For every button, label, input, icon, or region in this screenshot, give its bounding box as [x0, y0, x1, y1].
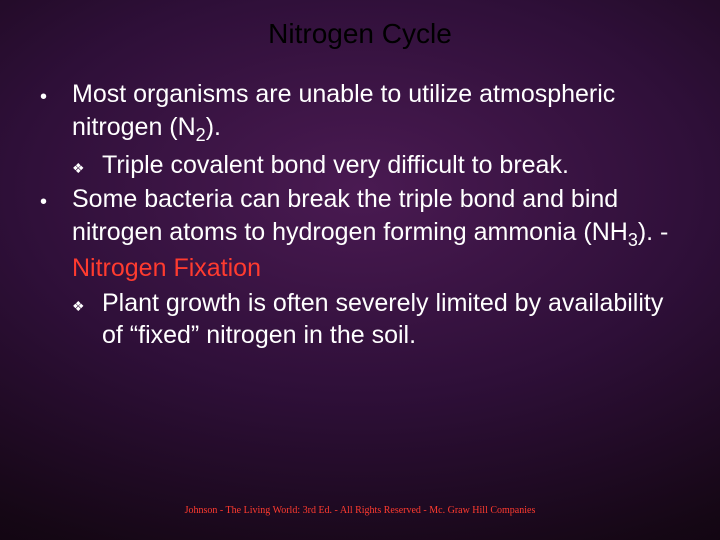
- slide-title: Nitrogen Cycle: [0, 0, 720, 50]
- bullet-diamond-icon: ❖: [72, 287, 102, 352]
- bullet-text: Most organisms are unable to utilize atm…: [72, 78, 690, 147]
- bullet-dot-icon: •: [30, 183, 72, 284]
- text-segment: ).: [206, 113, 221, 141]
- highlight-text: Nitrogen Fixation: [72, 254, 261, 282]
- bullet-text: Some bacteria can break the triple bond …: [72, 183, 690, 284]
- text-segment: Some bacteria can break the triple bond …: [72, 185, 628, 246]
- text-segment: ). -: [638, 218, 669, 246]
- bullet-level1: • Some bacteria can break the triple bon…: [30, 183, 690, 284]
- bullet-text: Triple covalent bond very difficult to b…: [102, 149, 690, 182]
- slide-content: • Most organisms are unable to utilize a…: [0, 50, 720, 352]
- bullet-level2: ❖ Plant growth is often severely limited…: [30, 287, 690, 352]
- bullet-level2: ❖ Triple covalent bond very difficult to…: [30, 149, 690, 182]
- bullet-dot-icon: •: [30, 78, 72, 147]
- subscript: 3: [628, 230, 638, 250]
- text-segment: Most organisms are unable to utilize atm…: [72, 80, 615, 141]
- subscript: 2: [196, 125, 206, 145]
- bullet-level1: • Most organisms are unable to utilize a…: [30, 78, 690, 147]
- slide: Nitrogen Cycle • Most organisms are unab…: [0, 0, 720, 540]
- slide-footer: Johnson - The Living World: 3rd Ed. - Al…: [0, 505, 720, 516]
- bullet-diamond-icon: ❖: [72, 149, 102, 182]
- bullet-text: Plant growth is often severely limited b…: [102, 287, 690, 352]
